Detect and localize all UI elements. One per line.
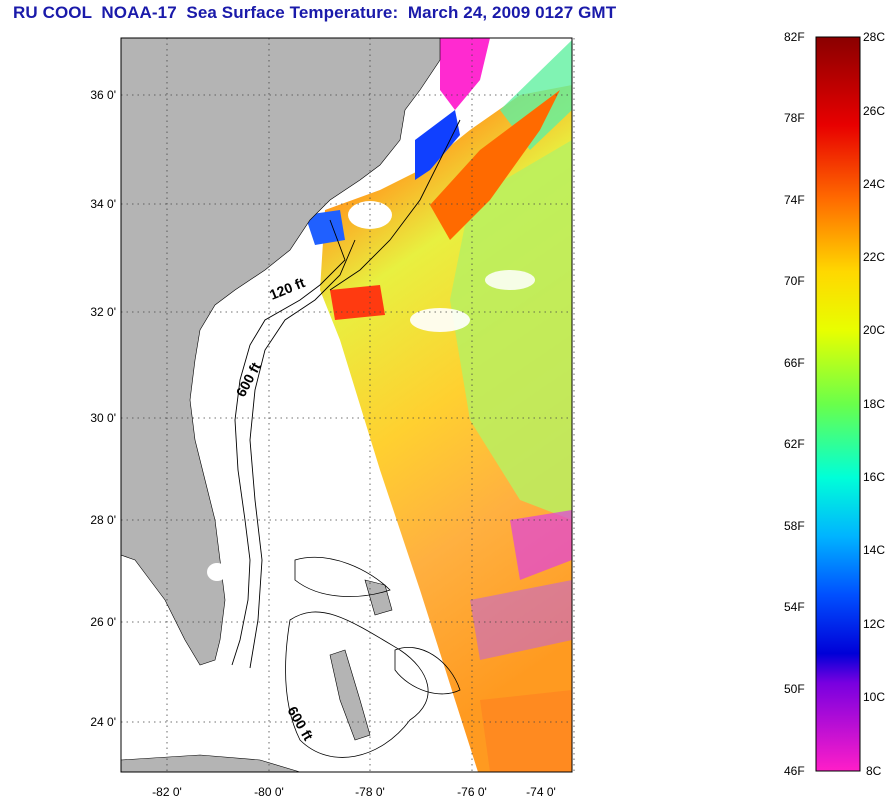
- sst-cold-north: [440, 38, 490, 110]
- lon-label: -76 0': [457, 785, 487, 799]
- cb-label-c: 20C: [863, 323, 886, 337]
- cb-label-f: 78F: [784, 111, 805, 125]
- sst-sound-water: [415, 110, 460, 180]
- cb-label-f: 74F: [784, 193, 805, 207]
- lat-label: 32 0': [90, 305, 116, 319]
- sst-cloud-edge-1: [510, 510, 572, 580]
- land-cuba: [121, 754, 301, 772]
- cb-label-f: 50F: [784, 682, 805, 696]
- graticule: [121, 38, 575, 772]
- lon-label: -78 0': [355, 785, 385, 799]
- map-title: RU COOL NOAA-17 Sea Surface Temperature:…: [13, 3, 617, 22]
- contour-bank-east: [394, 647, 461, 695]
- cb-label-f: 82F: [784, 30, 805, 44]
- sst-cloud-edge-2: [470, 580, 572, 660]
- lat-label: 26 0': [90, 615, 116, 629]
- sst-south-warm: [480, 690, 572, 772]
- cb-label-c: 22C: [863, 250, 886, 264]
- lat-label: 24 0': [90, 715, 116, 729]
- land-us-coast: [121, 38, 441, 666]
- cb-label-f: 46F: [784, 764, 805, 778]
- longitude-labels: -82 0' -80 0' -78 0' -76 0' -74 0': [152, 785, 556, 799]
- lon-label: -80 0': [254, 785, 284, 799]
- lake-okeechobee: [207, 563, 227, 581]
- cb-label-c: 10C: [863, 690, 886, 704]
- cb-label-c: 14C: [863, 543, 886, 557]
- contour-great-bahama-bank: [285, 611, 429, 758]
- cb-label-f: 58F: [784, 519, 805, 533]
- lon-label: -74 0': [526, 785, 556, 799]
- cb-label-f: 70F: [784, 274, 805, 288]
- lat-label: 28 0': [90, 513, 116, 527]
- latitude-labels: 36 0' 34 0' 32 0' 30 0' 28 0' 26 0' 24 0…: [90, 88, 116, 729]
- lon-label: -82 0': [152, 785, 182, 799]
- cb-label-f: 54F: [784, 600, 805, 614]
- cb-label-c: 16C: [863, 470, 886, 484]
- sst-warm-patch: [330, 285, 385, 320]
- contour-600ft: [249, 239, 356, 669]
- cb-label-c: 12C: [863, 617, 886, 631]
- map-frame: [120, 37, 573, 773]
- land-bahamas: [364, 579, 393, 616]
- sst-cool-band: [450, 140, 572, 520]
- cb-label-f: 66F: [784, 356, 805, 370]
- sst-coastal-cold: [305, 210, 345, 245]
- colorbar: [815, 36, 861, 772]
- cb-label-c: 8C: [866, 764, 882, 778]
- lat-label: 36 0': [90, 88, 116, 102]
- land-bahamas: [329, 649, 371, 741]
- cb-label-f: 62F: [784, 437, 805, 451]
- contour-120ft: [231, 219, 346, 666]
- cb-label-c: 26C: [863, 104, 886, 118]
- cloud-patch: [410, 308, 470, 332]
- sst-gulfstream: [430, 90, 560, 240]
- lat-label: 30 0': [90, 411, 116, 425]
- cb-label-c: 18C: [863, 397, 886, 411]
- cloud-patch: [485, 270, 535, 290]
- cb-label-c: 28C: [863, 30, 886, 44]
- contour-shelf-north: [329, 119, 461, 291]
- cb-label-c: 24C: [863, 177, 886, 191]
- contour-bank-north: [294, 556, 391, 597]
- lat-label: 34 0': [90, 197, 116, 211]
